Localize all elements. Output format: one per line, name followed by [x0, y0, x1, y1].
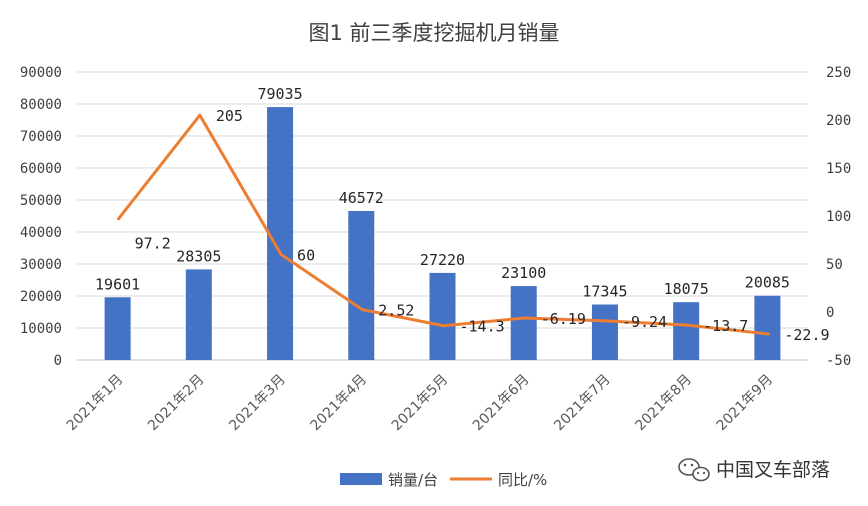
bar [673, 302, 700, 360]
y-left-tick-label: 80000 [20, 97, 62, 113]
y-right-tick-label: 0 [826, 305, 834, 321]
line-series [117, 113, 770, 336]
line-data-labels: 97.2 205 60 2.52 -14.3 -6.19 -9.24 -13.7 -22.9 [135, 107, 830, 344]
bar [754, 295, 781, 360]
line-point [766, 332, 770, 336]
line-point [604, 319, 608, 323]
legend-label-bar: 销量/台 [388, 471, 438, 489]
bar [591, 304, 618, 360]
bar-value-label: 46572 [339, 189, 384, 207]
y-left-tick-label: 10000 [20, 321, 62, 337]
line-point [279, 252, 283, 256]
bar-value-label: 18075 [664, 280, 709, 298]
y-left-tick-label: 20000 [20, 289, 62, 305]
bar-value-label: 17345 [582, 282, 627, 300]
chart-title: 图1 前三季度挖掘机月销量 [308, 21, 559, 45]
line-value-label: 97.2 [135, 235, 171, 253]
bar-data-labels: 19601 28305 79035 46572 27220 23100 17345 18075… [95, 85, 790, 300]
bar-value-label: 28305 [176, 247, 221, 265]
watermark-text: 中国叉车部落 [716, 459, 830, 481]
bar [267, 107, 294, 360]
y-right-axis: -50 0 50 100 150 200 250 [826, 65, 851, 369]
line-point [117, 217, 121, 221]
line-value-label: 205 [216, 107, 243, 125]
legend: 销量/台 同比/% [340, 471, 547, 489]
line-value-label: -22.9 [784, 326, 829, 344]
y-right-tick-label: 250 [826, 65, 851, 81]
line-value-label: -6.19 [541, 310, 586, 328]
y-left-tick-label: 40000 [20, 225, 62, 241]
bar-value-label: 27220 [420, 251, 465, 269]
bar [348, 210, 375, 360]
y-left-axis: 0 10000 20000 30000 40000 50000 60000 70000 8000… [20, 65, 62, 369]
wechat-icon [678, 458, 710, 482]
y-right-tick-label: -50 [826, 353, 851, 369]
line-value-label: -13.7 [703, 317, 748, 335]
y-left-tick-label: 90000 [20, 65, 62, 81]
y-left-tick-label: 60000 [20, 161, 62, 177]
bar [185, 269, 212, 360]
bar-value-label: 20085 [745, 274, 790, 292]
watermark: 中国叉车部落 [678, 458, 830, 482]
y-right-tick-label: 50 [826, 257, 843, 273]
line-value-label: 60 [297, 246, 315, 264]
y-right-tick-label: 200 [826, 113, 851, 129]
line-value-label: -14.3 [460, 318, 505, 336]
line-value-label: -9.24 [622, 313, 667, 331]
y-right-tick-label: 100 [826, 209, 851, 225]
legend-swatch-bar [340, 473, 382, 485]
bar-series [104, 107, 781, 360]
bar [510, 286, 537, 360]
line-point [442, 324, 445, 328]
line-point [685, 323, 689, 327]
y-right-tick-label: 150 [826, 161, 851, 177]
y-left-tick-label: 50000 [20, 193, 62, 209]
bar-value-label: 79035 [257, 85, 302, 103]
bar [104, 297, 131, 360]
y-left-tick-label: 30000 [20, 257, 62, 273]
y-left-tick-label: 70000 [20, 129, 62, 145]
line-point [360, 308, 364, 312]
y-left-tick-label: 0 [54, 353, 62, 369]
line-point [198, 113, 202, 117]
legend-label-line: 同比/% [498, 471, 547, 489]
line-point [523, 316, 527, 320]
bar-value-label: 19601 [95, 275, 140, 293]
bar-value-label: 23100 [501, 264, 546, 282]
bar [429, 272, 456, 360]
line-value-label: 2.52 [378, 302, 414, 320]
